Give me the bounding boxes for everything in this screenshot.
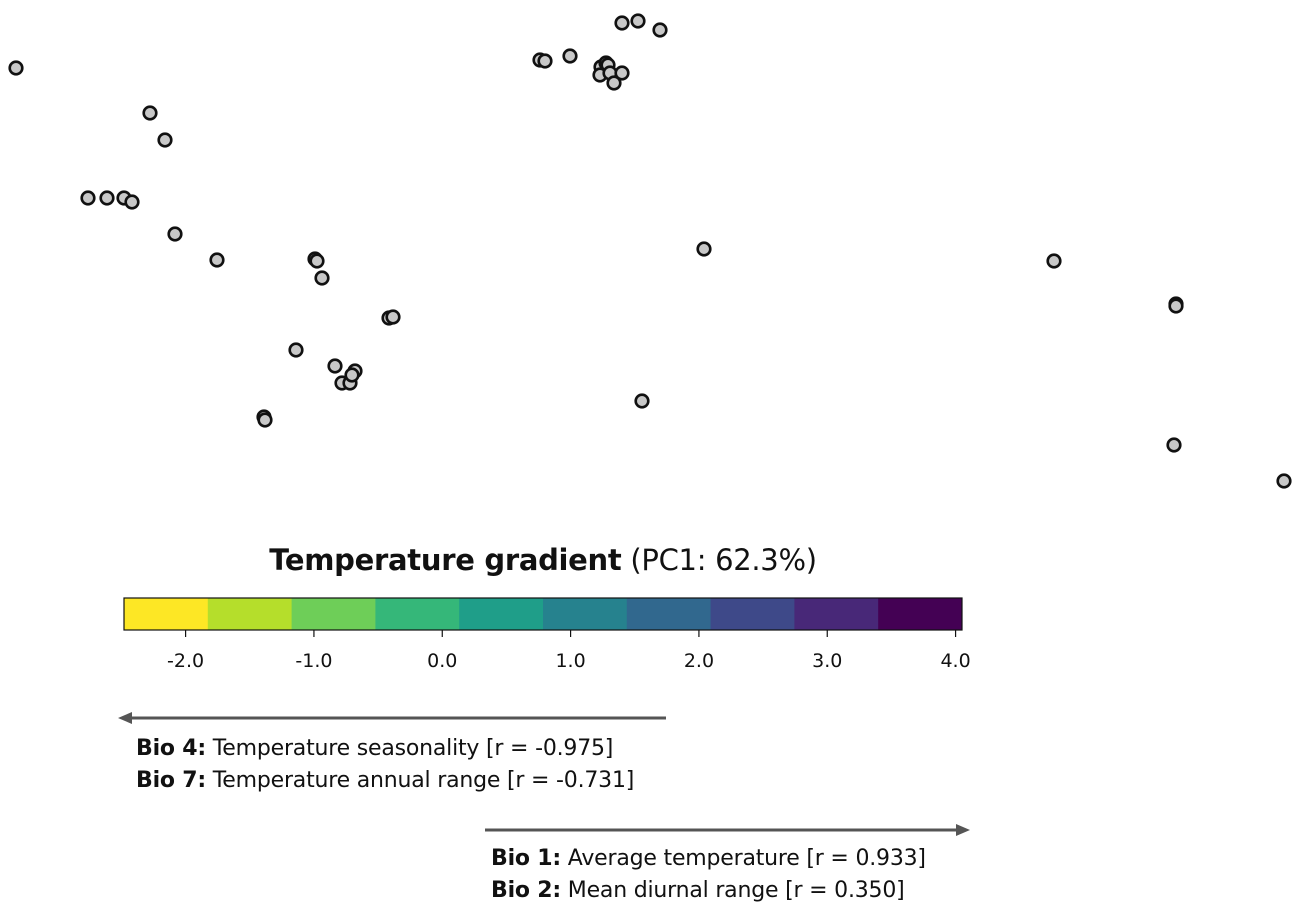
scatter-point bbox=[314, 270, 330, 286]
bio7-label: Bio 7: bbox=[136, 768, 206, 793]
arrow-positive bbox=[485, 824, 970, 836]
colorbar-tick-label: -1.0 bbox=[295, 650, 332, 672]
arrow-negative-labels: Bio 4: Temperature seasonality [r = -0.9… bbox=[136, 733, 634, 797]
scatter-point bbox=[257, 412, 273, 428]
scatter-point bbox=[1046, 253, 1062, 269]
scatter-point bbox=[124, 194, 140, 210]
scatter-point bbox=[537, 53, 553, 69]
colorbar-segment bbox=[124, 598, 209, 630]
colorbar-segment bbox=[794, 598, 879, 630]
colorbar-segment bbox=[375, 598, 460, 630]
bio4-label: Bio 4: bbox=[136, 736, 206, 761]
scatter-point bbox=[142, 105, 158, 121]
scatter-point bbox=[606, 75, 622, 91]
scatter-point bbox=[1168, 298, 1184, 314]
bio1-text: Average temperature [r = 0.933] bbox=[561, 846, 926, 871]
scatter-point bbox=[1166, 437, 1182, 453]
scatter-point bbox=[562, 48, 578, 64]
colorbar-tick-label: 1.0 bbox=[555, 650, 585, 672]
scatter-points bbox=[8, 13, 1292, 489]
colorbar-border bbox=[123, 597, 963, 631]
bio4-text: Temperature seasonality [r = -0.975] bbox=[206, 736, 614, 761]
colorbar-tick-label: 0.0 bbox=[427, 650, 457, 672]
scatter-point bbox=[8, 60, 24, 76]
colorbar bbox=[123, 597, 963, 631]
arrow-negative-label-2: Bio 7: Temperature annual range [r = -0.… bbox=[136, 765, 634, 797]
scatter-point bbox=[288, 342, 304, 358]
scatter-point bbox=[80, 190, 96, 206]
arrow-positive-labels: Bio 1: Average temperature [r = 0.933] B… bbox=[491, 843, 926, 907]
scatter-point bbox=[99, 190, 115, 206]
colorbar-segment bbox=[878, 598, 963, 630]
bio1-label: Bio 1: bbox=[491, 846, 561, 871]
colorbar-tick-label: 4.0 bbox=[940, 650, 970, 672]
colorbar-tick-label: 3.0 bbox=[812, 650, 842, 672]
colorbar-segment bbox=[543, 598, 628, 630]
scatter-point bbox=[630, 13, 646, 29]
legend-title-rest: (PC1: 62.3%) bbox=[630, 543, 817, 577]
colorbar-tick-label: 2.0 bbox=[684, 650, 714, 672]
scatter-point bbox=[614, 65, 630, 81]
scatter-point bbox=[614, 15, 630, 31]
scatter-point bbox=[1276, 473, 1292, 489]
scatter-point bbox=[696, 241, 712, 257]
scatter-point bbox=[309, 253, 325, 269]
arrow-negative-head bbox=[118, 712, 132, 724]
bio2-label: Bio 2: bbox=[491, 878, 561, 903]
scatter-point bbox=[344, 367, 360, 383]
legend-title: Temperature gradient (PC1: 62.3%) bbox=[124, 543, 962, 577]
colorbar-tick-label: -2.0 bbox=[167, 650, 204, 672]
scatter-point bbox=[327, 358, 343, 374]
arrow-negative bbox=[118, 712, 666, 724]
legend-title-bold: Temperature gradient bbox=[269, 543, 622, 577]
colorbar-ticks: -2.0 -1.0 0.0 1.0 2.0 3.0 4.0 bbox=[167, 630, 971, 672]
scatter-point bbox=[167, 226, 183, 242]
colorbar-segment bbox=[207, 598, 293, 630]
bio2-text: Mean diurnal range [r = 0.350] bbox=[561, 878, 905, 903]
colorbar-segment bbox=[459, 598, 544, 630]
arrow-positive-head bbox=[956, 824, 970, 836]
scatter-point bbox=[385, 309, 401, 325]
scatter-point bbox=[652, 22, 668, 38]
scatter-point bbox=[157, 132, 173, 148]
scatter-point bbox=[209, 252, 225, 268]
bio7-text: Temperature annual range [r = -0.731] bbox=[206, 768, 635, 793]
colorbar-segment bbox=[710, 598, 795, 630]
arrow-negative-label-1: Bio 4: Temperature seasonality [r = -0.9… bbox=[136, 733, 634, 765]
scatter-point bbox=[634, 393, 650, 409]
arrow-positive-label-2: Bio 2: Mean diurnal range [r = 0.350] bbox=[491, 875, 926, 907]
colorbar-segment bbox=[291, 598, 376, 630]
colorbar-segment bbox=[626, 598, 712, 630]
arrow-positive-label-1: Bio 1: Average temperature [r = 0.933] bbox=[491, 843, 926, 875]
